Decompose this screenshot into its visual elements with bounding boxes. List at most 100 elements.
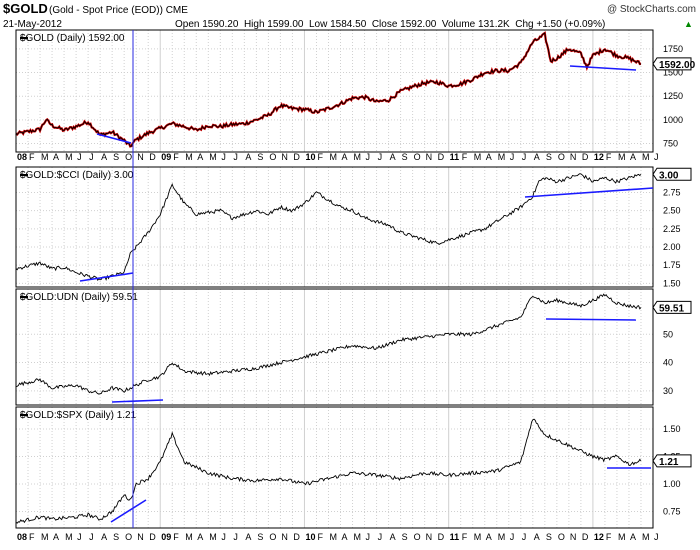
x-tick-label: F [317,532,323,542]
x-tick-label: J [221,532,226,542]
trend-line [111,399,164,403]
x-tick-label: A [197,532,203,542]
x-tick-label: N [570,532,577,542]
x-tick-label: 08 [17,152,27,162]
trend-line [96,133,132,144]
x-tick-label: M [642,152,650,162]
x-tick-label: A [197,152,203,162]
x-tick-label: A [486,532,492,542]
x-tick-label: O [414,532,421,542]
y-tick-label: 2.25 [663,224,681,234]
stockcharts-watermark: @ StockCharts.com [607,4,696,15]
x-tick-label: F [173,152,179,162]
panel-title: $GOLD:UDN (Daily) 59.51 [20,292,138,303]
y-tick-label: 750 [663,138,678,148]
x-tick-label: M [65,532,73,542]
x-tick-label: J [510,152,514,162]
x-tick-label: J [221,152,226,162]
x-tick-label: M [354,532,362,542]
last-value-flag [652,57,692,71]
series-line [15,32,642,147]
x-tick-label: J [522,532,527,542]
x-tick-label: M [209,532,217,542]
x-tick-label: S [113,152,119,162]
x-tick-label: 10 [305,152,315,162]
y-tick-label: 50 [663,329,673,339]
trend-line [545,318,637,321]
panel-frame [15,288,654,406]
x-tick-label: S [257,152,263,162]
x-tick-label: D [149,532,156,542]
x-tick-label: 10 [305,532,315,542]
x-tick-label: 11 [450,532,460,542]
x-tick-label: S [402,152,408,162]
x-tick-label: J [654,152,659,162]
x-tick-label: M [41,152,49,162]
x-tick-label: F [462,532,468,542]
panel-frame [15,406,654,529]
x-tick-label: M [329,532,337,542]
chart-description: (Gold - Spot Price (EOD)) CME [49,5,188,16]
panel-title: $GOLD:$SPX (Daily) 1.21 [20,410,137,421]
x-tick-label: O [125,532,132,542]
x-tick-label: M [329,152,337,162]
x-tick-label: D [438,532,445,542]
x-tick-label: J [654,532,659,542]
x-tick-label: A [630,152,636,162]
y-tick-label: 0.75 [663,507,681,517]
y-tick-label: 2.50 [663,206,681,216]
panel-title: $GOLD:$CCI (Daily) 3.00 [20,170,134,181]
x-tick-label: F [462,152,468,162]
x-tick-label: M [642,532,650,542]
x-tick-label: 11 [450,152,460,162]
panel-frame [15,29,654,153]
last-value-label: 59.51 [659,303,684,314]
x-tick-label: J [77,532,82,542]
x-tick-label: N [570,152,577,162]
x-tick-label: D [293,152,300,162]
y-tick-label: 1500 [663,68,683,78]
last-value-label: 3.00 [659,170,679,181]
x-tick-label: J [378,152,383,162]
trend-line [524,187,654,198]
x-tick-label: D [293,532,300,542]
x-tick-label: F [29,532,35,542]
x-tick-label: A [101,152,107,162]
y-tick-label: 30 [663,386,673,396]
x-tick-label: J [366,532,371,542]
x-tick-label: J [233,152,238,162]
x-tick-label: 09 [161,532,171,542]
last-value-flag [652,167,692,181]
x-tick-label: M [209,152,217,162]
x-tick-label: S [546,152,552,162]
x-tick-label: O [125,152,132,162]
x-tick-label: M [474,152,482,162]
x-tick-label: M [618,152,626,162]
x-tick-label: J [378,532,383,542]
x-tick-label: O [414,152,421,162]
x-tick-label: N [426,532,433,542]
x-tick-label: D [438,152,445,162]
x-tick-label: A [342,152,348,162]
x-tick-label: S [257,532,263,542]
x-tick-label: F [606,152,612,162]
x-tick-label: F [317,152,323,162]
x-tick-label: N [281,152,288,162]
x-tick-label: J [89,152,94,162]
x-tick-label: A [630,532,636,542]
y-tick-label: 1750 [663,44,683,54]
series-line [15,173,642,282]
chart-panel-2: 1.50 1.75 2.00 2.25 2.50 2.75 $GOLD:$CCI (Dail… [15,166,692,288]
y-tick-label: 2.00 [663,242,681,252]
x-tick-label: J [522,152,527,162]
x-tick-label: J [510,532,514,542]
y-tick-label: 40 [663,358,673,368]
x-tick-label: 12 [594,152,604,162]
panel-frame [15,166,654,288]
y-tick-label: 1.75 [663,260,681,270]
y-tick-label: 1.00 [663,479,681,489]
x-tick-label: F [606,532,612,542]
x-tick-label: A [534,152,540,162]
x-tick-label: A [53,532,59,542]
y-tick-label: 1.50 [663,278,681,288]
